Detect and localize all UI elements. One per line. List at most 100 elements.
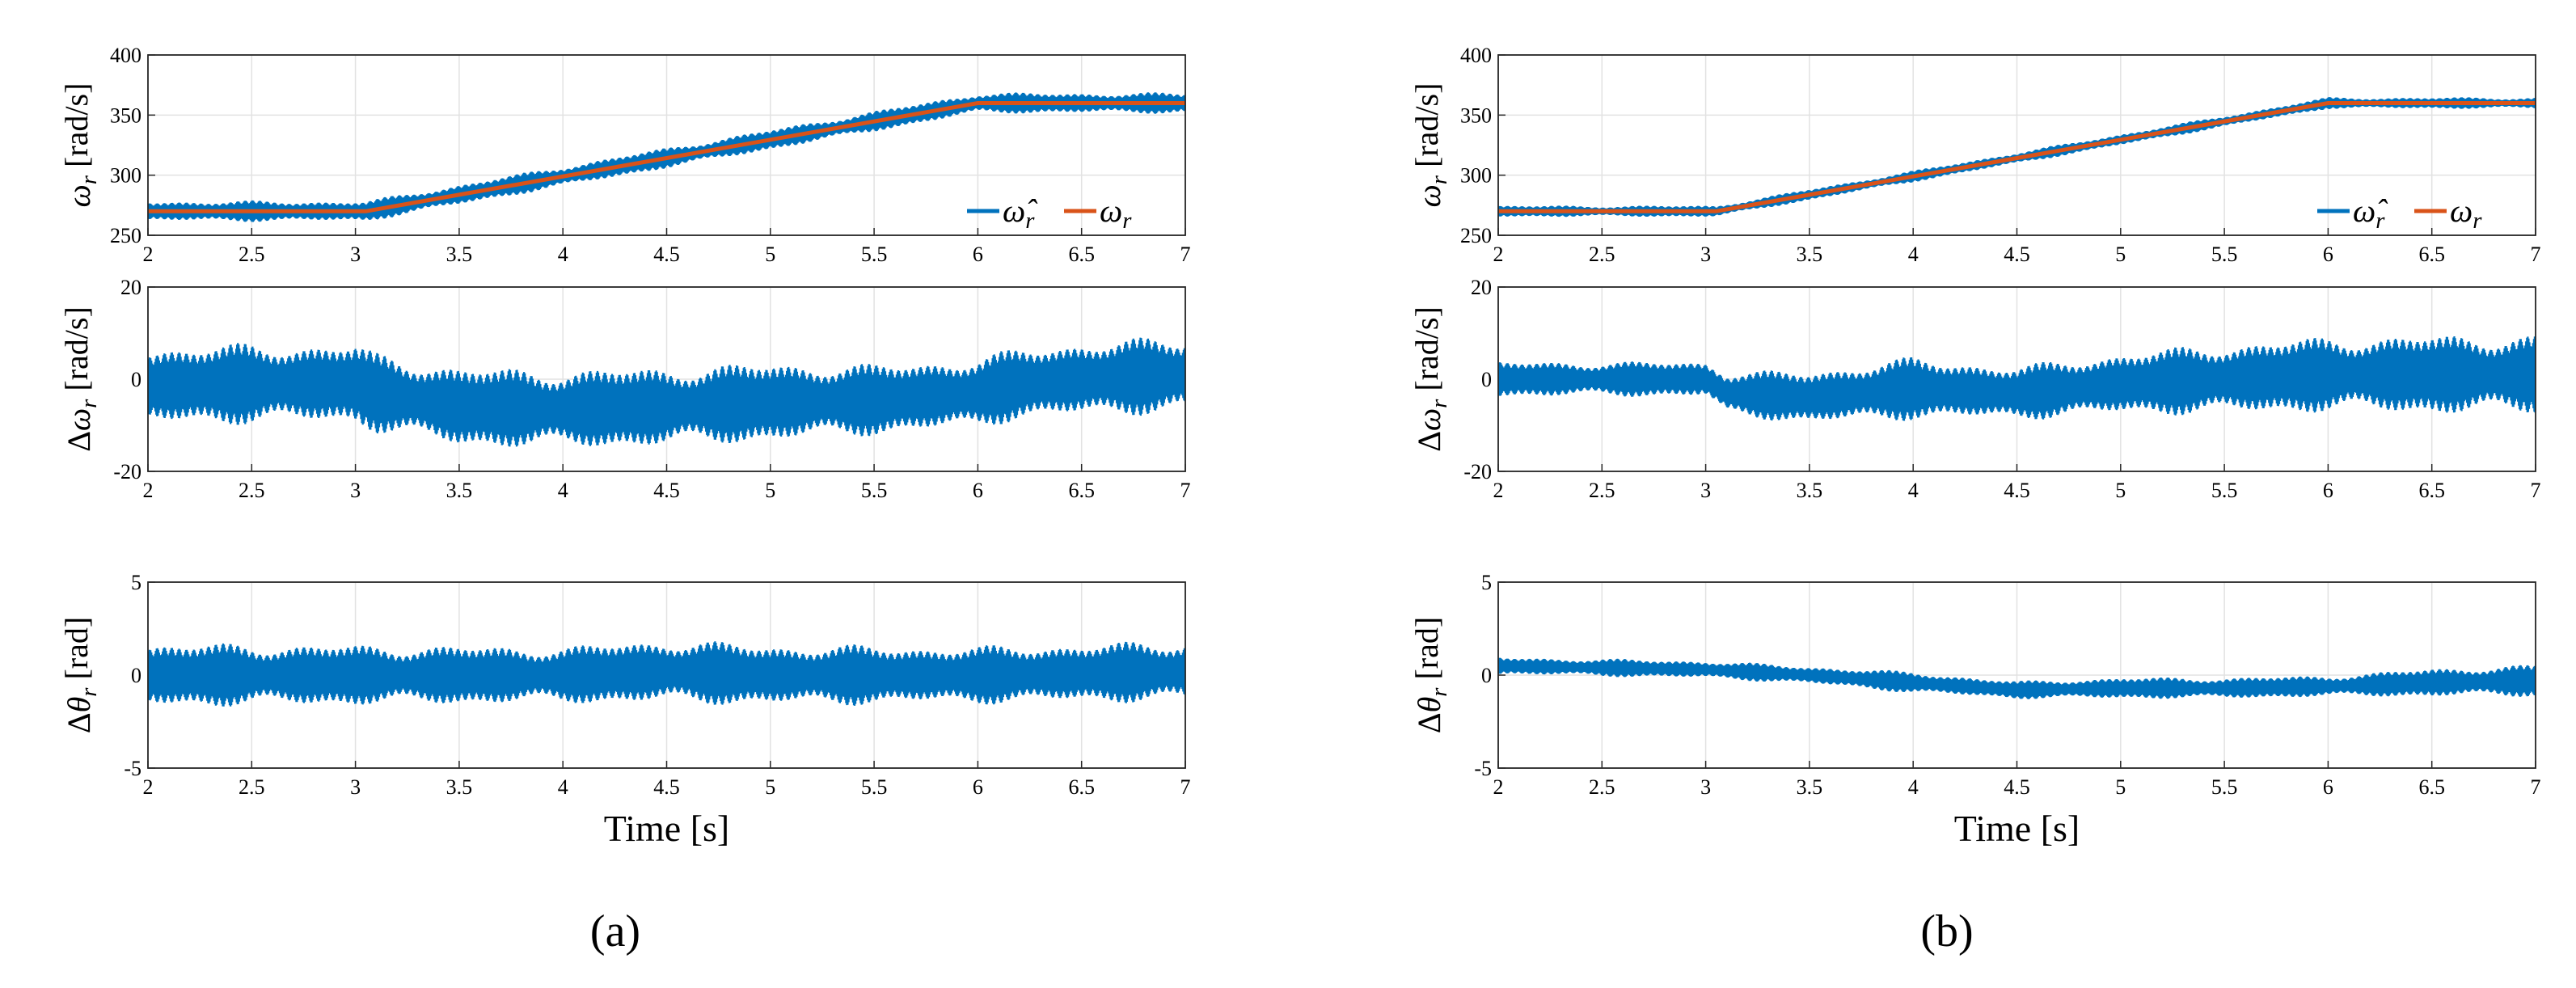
chart-a-middle-ytick-label: 0 bbox=[131, 368, 141, 391]
chart-b-middle-xtick-label: 6.5 bbox=[2418, 479, 2445, 502]
chart-b-middle: 2 2.5 3 3.5 4 4.5 5 5.5 6 6.5 7 -20 0 20 Δωr [rad/s] bbox=[1408, 276, 2541, 502]
chart-a-top-xtick-label: 6 bbox=[973, 243, 983, 266]
chart-b-top-series-group bbox=[1498, 97, 2536, 217]
chart-b-middle-series-0 bbox=[1498, 336, 2536, 421]
chart-b-middle-axes-frame bbox=[1497, 286, 2536, 472]
chart-b-top-series-0 bbox=[1498, 97, 2536, 217]
chart-b-top-xtick-label: 3 bbox=[1700, 243, 1711, 266]
chart-b-middle-xtick-label: 2 bbox=[1493, 479, 1504, 502]
chart-b-top-ytick-label: 350 bbox=[1460, 103, 1492, 127]
chart-b-middle-xtick-label: 4.5 bbox=[2004, 479, 2030, 502]
chart-a-top-xtick-label: 2.5 bbox=[239, 243, 265, 266]
chart-a-top-xtick-label: 7 bbox=[1180, 243, 1191, 266]
chart-b-top-xtick-label: 6.5 bbox=[2418, 243, 2445, 266]
chart-a-top-xtick-label: 3 bbox=[350, 243, 361, 266]
chart-b-middle-ylabel: Δωr [rad/s] bbox=[1408, 306, 1452, 452]
chart-b-top-ylabel: ωr [rad/s] bbox=[1408, 83, 1452, 208]
chart-a-middle-xtick-label: 3.5 bbox=[446, 479, 473, 502]
chart-a-bottom-xtick-label: 6 bbox=[973, 775, 983, 799]
chart-a-bottom-ytick-label: 0 bbox=[131, 664, 141, 687]
chart-a-middle-xtick-label: 2.5 bbox=[239, 479, 265, 502]
chart-b-bottom-xtick-label: 2 bbox=[1493, 775, 1504, 799]
chart-a-bottom-xtick-label: 4.5 bbox=[653, 775, 680, 799]
chart-b-middle-xtick-label: 5 bbox=[2115, 479, 2126, 502]
chart-b-top-series-1 bbox=[1498, 101, 2536, 213]
chart-a-top-series-group bbox=[148, 92, 1185, 222]
chart-b-bottom-xtick-label: 3 bbox=[1700, 775, 1711, 799]
chart-a-bottom-xtick-label: 4 bbox=[558, 775, 568, 799]
chart-a-top-xtick-label: 3.5 bbox=[446, 243, 473, 266]
chart-a-middle-xtick-label: 6.5 bbox=[1068, 479, 1095, 502]
chart-b-top-xtick-label: 2 bbox=[1493, 243, 1504, 266]
chart-a-bottom-xtick-label: 5.5 bbox=[861, 775, 888, 799]
chart-b-top-ytick-label: 400 bbox=[1460, 44, 1492, 67]
chart-a-bottom-ytick-label: -5 bbox=[124, 757, 141, 780]
chart-a-top-xtick-label: 4 bbox=[558, 243, 568, 266]
chart-b-top: 2 2.5 3 3.5 4 4.5 5 5.5 6 6.5 7 250 300 350 400 ωr [rad… bbox=[1408, 44, 2541, 266]
chart-b-top-xtick-label: 5.5 bbox=[2211, 243, 2238, 266]
panel-label-b: (b) bbox=[1920, 906, 1973, 956]
chart-a-middle-axes-frame bbox=[147, 286, 1186, 472]
chart-b-middle-ytick-label: -20 bbox=[1463, 460, 1492, 483]
chart-b-middle-series-group bbox=[1498, 336, 2536, 421]
chart-a-bottom-series-0 bbox=[148, 641, 1185, 707]
chart-b-middle-xtick-label: 3 bbox=[1700, 479, 1711, 502]
chart-a-top-xtick-label: 4.5 bbox=[653, 243, 680, 266]
chart-a-top-series-0 bbox=[148, 92, 1185, 222]
chart-a-bottom-ylabel: Δθr [rad] bbox=[58, 617, 102, 733]
chart-a-middle-ytick-label: -20 bbox=[113, 460, 141, 483]
chart-b-bottom-xtick-label: 4 bbox=[1908, 775, 1919, 799]
panel-label-a: (a) bbox=[590, 906, 640, 956]
chart-b-bottom-ylabel: Δθr [rad] bbox=[1408, 617, 1452, 733]
chart-a-middle-xtick-label: 3 bbox=[350, 479, 361, 502]
plots-layer: 2 2.5 3 3.5 4 4.5 5 5.5 6 6.5 7 250 3 0 0 350 400 ωr [rad… bbox=[58, 44, 2541, 849]
chart-a-middle-xtick-label: 4 bbox=[558, 479, 568, 502]
chart-a-top-xtick-label: 2 bbox=[143, 243, 154, 266]
chart-a-bottom-series-group bbox=[148, 641, 1185, 707]
chart-b-bottom-xtick-label: 2.5 bbox=[1589, 775, 1615, 799]
chart-a-middle: 2 2.5 3 3.5 4 4.5 5 5.5 6 6.5 7 -20 0 20 Δωr [rad/s] bbox=[58, 276, 1191, 502]
chart-b-middle-xtick-label: 2.5 bbox=[1589, 479, 1615, 502]
chart-b-top-xtick-label: 4 bbox=[1908, 243, 1919, 266]
chart-b-bottom-axes-frame bbox=[1497, 581, 2536, 769]
chart-a-bottom-xtick-label: 7 bbox=[1180, 775, 1191, 799]
chart-b-top-xtick-label: 6 bbox=[2323, 243, 2333, 266]
chart-b-bottom-xtick-label: 7 bbox=[2531, 775, 2541, 799]
chart-b-bottom-xtick-label: 5.5 bbox=[2211, 775, 2238, 799]
chart-a-middle-series-0 bbox=[148, 337, 1185, 447]
chart-a-bottom-xlabel: Time [s] bbox=[604, 808, 730, 849]
chart-a-middle-xtick-label: 6 bbox=[973, 479, 983, 502]
chart-a-top-xtick-label: 6.5 bbox=[1068, 243, 1095, 266]
chart-b-middle-xtick-label: 7 bbox=[2531, 479, 2541, 502]
chart-b-top-xtick-label: 7 bbox=[2531, 243, 2541, 266]
chart-a-top: 2 2.5 3 3.5 4 4.5 5 5.5 6 6.5 7 250 300 350 400 ωr [rad… bbox=[58, 44, 1191, 266]
chart-b-bottom-series-0 bbox=[1498, 657, 2536, 699]
chart-a-top-ytick-label: 250 bbox=[110, 224, 141, 247]
chart-a-middle-xtick-label: 5.5 bbox=[861, 479, 888, 502]
chart-a-bottom-xtick-label: 3.5 bbox=[446, 775, 473, 799]
chart-b-top-xtick-label: 3.5 bbox=[1797, 243, 1823, 266]
chart-b-bottom-xtick-label: 6 bbox=[2323, 775, 2333, 799]
chart-a-bottom-xtick-label: 5 bbox=[765, 775, 775, 799]
chart-b-middle-xtick-label: 4 bbox=[1908, 479, 1919, 502]
chart-a-middle-ylabel: Δωr [rad/s] bbox=[58, 306, 102, 452]
chart-b-middle-xtick-label: 3.5 bbox=[1797, 479, 1823, 502]
chart-b-top-ytick-label: 250 bbox=[1460, 224, 1492, 247]
chart-b-top-legend-label-1: ωr bbox=[2450, 192, 2482, 234]
chart-a-bottom-axes-frame bbox=[147, 581, 1186, 769]
chart-b-top-axes-frame bbox=[1497, 54, 2536, 236]
chart-a-top-ytick-label: 350 bbox=[110, 103, 141, 127]
chart-a-middle-xtick-label: 4.5 bbox=[653, 479, 680, 502]
chart-a-middle-ytick-label: 20 bbox=[120, 276, 141, 299]
chart-a-top-series-1 bbox=[148, 101, 1185, 213]
chart-a-top-axes-frame bbox=[147, 54, 1186, 236]
chart-b-bottom-ytick-label: -5 bbox=[1474, 757, 1492, 780]
chart-b-top-xtick-label: 4.5 bbox=[2004, 243, 2030, 266]
chart-a-bottom-ytick-label: 5 bbox=[131, 571, 141, 594]
chart-b-bottom-xtick-label: 6.5 bbox=[2418, 775, 2445, 799]
chart-b-bottom-xlabel: Time [s] bbox=[1954, 808, 2080, 849]
chart-b-bottom-series-group bbox=[1498, 657, 2536, 699]
chart-b-middle-xtick-label: 6 bbox=[2323, 479, 2333, 502]
chart-a-top-xtick-label: 5.5 bbox=[861, 243, 888, 266]
